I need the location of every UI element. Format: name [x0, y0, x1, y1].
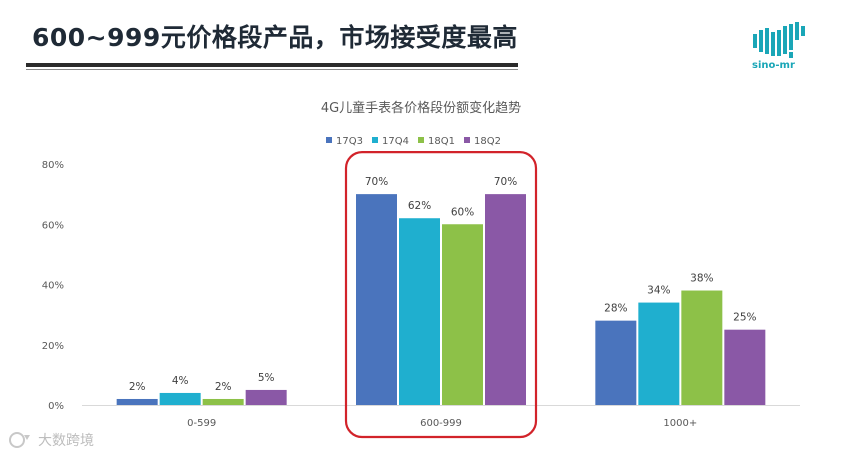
legend-label: 17Q4	[382, 136, 409, 147]
bar-17Q4-600-999	[399, 218, 440, 405]
x-axis: 0-599 600-999 1000+	[187, 418, 697, 429]
highlight-box	[344, 151, 538, 439]
bar-18Q2-0-599	[245, 389, 287, 405]
bar-18Q1-1000+	[681, 290, 723, 405]
chart-title: 4G儿童手表各价格段份额变化趋势	[321, 100, 521, 116]
data-labels: 2% 4% 2% 5% 70% 62% 60% 70% 28% 34% 38% 25%	[129, 176, 757, 393]
data-label: 62%	[408, 200, 431, 212]
bar-17Q4-0-599	[159, 392, 201, 405]
bar-18Q1-0-599	[202, 398, 244, 405]
map-of-china-dots-icon	[753, 22, 805, 58]
legend-swatch	[464, 137, 470, 143]
y-axis: 0% 20% 40% 60% 80%	[42, 160, 64, 412]
watermark-logo-icon	[9, 432, 30, 448]
y-tick-label: 40%	[42, 281, 64, 292]
data-label: 38%	[690, 273, 713, 285]
legend-swatch	[418, 137, 424, 143]
watermark: 大数跨境	[8, 429, 94, 451]
data-label: 34%	[647, 285, 670, 297]
legend-label: 18Q1	[428, 136, 455, 147]
title-underline-thin	[26, 69, 518, 70]
data-label: 4%	[172, 375, 189, 387]
x-tick-label: 0-599	[187, 418, 216, 429]
legend-swatch	[326, 137, 332, 143]
chart-legend: 17Q3 17Q4 18Q1 18Q2	[326, 136, 501, 147]
bar-17Q3-0-599	[116, 398, 158, 405]
bar-17Q4-1000+	[638, 302, 680, 405]
logo-text: sino-mr	[752, 60, 795, 71]
data-label: 25%	[733, 312, 756, 324]
data-label: 70%	[365, 176, 388, 188]
data-label: 5%	[258, 372, 275, 384]
x-tick-label: 1000+	[663, 418, 697, 429]
data-label: 28%	[604, 303, 627, 315]
y-tick-label: 20%	[42, 341, 64, 352]
data-label: 2%	[129, 381, 146, 393]
legend-label: 18Q2	[474, 136, 501, 147]
legend-label: 17Q3	[336, 136, 363, 147]
y-tick-label: 0%	[48, 401, 64, 412]
data-label: 70%	[494, 176, 517, 188]
slide-title: 600~999元价格段产品，市场接受度最高	[32, 23, 518, 52]
bars	[116, 194, 766, 405]
bar-18Q1-600-999	[442, 224, 483, 405]
data-label: 60%	[451, 206, 474, 218]
y-tick-label: 60%	[42, 220, 64, 231]
title-underline	[26, 63, 518, 67]
bar-18Q2-1000+	[724, 329, 766, 405]
bar-17Q3-1000+	[595, 320, 637, 405]
legend-swatch	[372, 137, 378, 143]
bar-18Q2-600-999	[485, 194, 526, 405]
y-tick-label: 80%	[42, 160, 64, 171]
data-label: 2%	[215, 381, 232, 393]
bar-17Q3-600-999	[356, 194, 397, 405]
x-tick-label: 600-999	[420, 418, 462, 429]
watermark-text: 大数跨境	[38, 433, 94, 449]
